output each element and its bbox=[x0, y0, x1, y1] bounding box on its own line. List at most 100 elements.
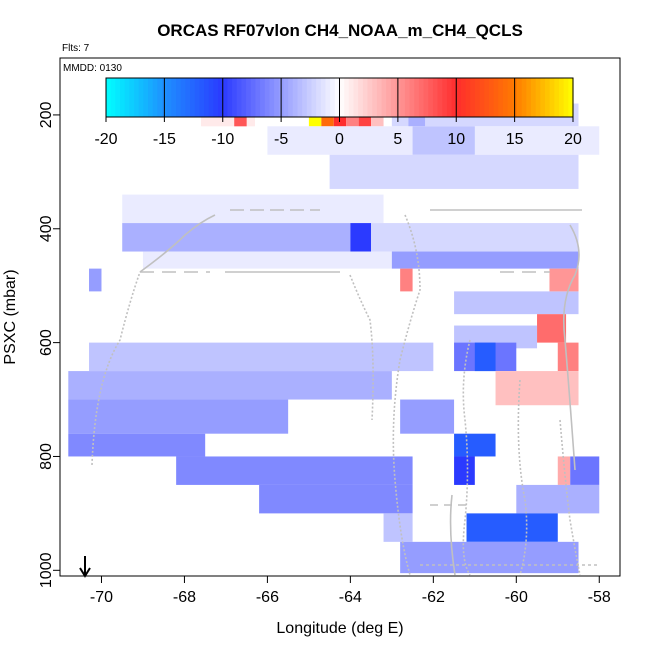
heat-cell bbox=[68, 371, 392, 400]
x-tick-label: -66 bbox=[256, 589, 279, 606]
heat-cell bbox=[68, 433, 206, 457]
colorbar-segment bbox=[446, 78, 453, 117]
colorbar-segment bbox=[306, 78, 313, 117]
colorbar-segment bbox=[432, 78, 439, 117]
heat-cell bbox=[466, 513, 558, 542]
colorbar-tick-label: 0 bbox=[335, 131, 344, 148]
colorbar-segment bbox=[129, 78, 135, 117]
y-tick-label: 800 bbox=[38, 443, 55, 470]
colorbar-segment bbox=[260, 78, 266, 117]
y-axis-label: PSXC (mbar) bbox=[2, 269, 19, 364]
colorbar-segment bbox=[530, 78, 537, 117]
heat-cell bbox=[495, 371, 579, 406]
colorbar-segment bbox=[479, 78, 485, 117]
colorbar-segment bbox=[563, 78, 569, 117]
heat-cell bbox=[454, 325, 538, 349]
colorbar-segment bbox=[316, 78, 322, 117]
colorbar-segment bbox=[376, 78, 383, 117]
y-tick-label: 1000 bbox=[38, 552, 55, 588]
colorbar-segment bbox=[456, 78, 462, 117]
colorbar-segment bbox=[535, 78, 541, 117]
flight-track bbox=[517, 379, 528, 576]
colorbar-segment bbox=[348, 78, 355, 117]
colorbar-segment bbox=[255, 78, 261, 117]
heatmap-cells bbox=[68, 103, 600, 574]
heat-cell bbox=[400, 541, 579, 574]
colorbar-segment bbox=[166, 78, 172, 117]
heat-cell bbox=[89, 268, 102, 292]
colorbar-segment bbox=[288, 78, 294, 117]
colorbar-segment bbox=[264, 78, 271, 117]
flight-track bbox=[562, 224, 580, 471]
colorbar-segment bbox=[414, 78, 420, 117]
x-tick-label: -60 bbox=[505, 589, 528, 606]
heat-cell bbox=[412, 126, 475, 155]
flights-note: Flts: 7 bbox=[62, 43, 90, 54]
colorbar-segment bbox=[138, 78, 144, 117]
colorbar-segment bbox=[498, 78, 504, 117]
colorbar-segment bbox=[540, 78, 546, 117]
flight-track bbox=[349, 274, 374, 421]
colorbar-segment bbox=[283, 78, 289, 117]
colorbar-segment bbox=[502, 78, 509, 117]
heat-cell bbox=[454, 433, 496, 457]
colorbar-segment bbox=[428, 78, 434, 117]
heat-cell bbox=[350, 223, 372, 252]
x-tick-label: -68 bbox=[173, 589, 196, 606]
colorbar-tick-label: 15 bbox=[506, 131, 524, 148]
x-tick-label: -70 bbox=[90, 589, 113, 606]
colorbar-segment bbox=[110, 78, 116, 117]
flight-track bbox=[449, 494, 456, 576]
colorbar-segment bbox=[568, 78, 574, 117]
colorbar-segment bbox=[124, 78, 130, 117]
colorbar-segment bbox=[190, 78, 196, 117]
colorbar-segment bbox=[367, 78, 373, 117]
colorbar-segment bbox=[297, 78, 303, 117]
colorbar-segment bbox=[274, 78, 280, 117]
colorbar-segment bbox=[544, 78, 551, 117]
colorbar-segment bbox=[232, 78, 238, 117]
colorbar-segment bbox=[493, 78, 499, 117]
colorbar-segment bbox=[180, 78, 186, 117]
colorbar-segment bbox=[115, 78, 121, 117]
colorbar-segment bbox=[134, 78, 140, 117]
colorbar-segment bbox=[554, 78, 560, 117]
colorbar-segment bbox=[194, 78, 200, 117]
heat-cell bbox=[176, 456, 413, 485]
colorbar-segment bbox=[269, 78, 275, 117]
colorbar-segment bbox=[404, 78, 411, 117]
arrow-icon bbox=[79, 556, 91, 578]
colorbar-segment bbox=[339, 78, 345, 117]
colorbar-segment bbox=[222, 78, 229, 117]
colorbar-segment bbox=[423, 78, 429, 117]
colorbar-segment bbox=[213, 78, 219, 117]
colorbar-segment bbox=[526, 78, 532, 117]
flight-track bbox=[392, 214, 421, 576]
colorbar-segment bbox=[507, 78, 513, 117]
colorbar-segment bbox=[362, 78, 369, 117]
colorbar-segment bbox=[148, 78, 154, 117]
colorbar-segment bbox=[227, 78, 233, 117]
colorbar-segment bbox=[358, 78, 364, 117]
heat-cell bbox=[557, 456, 571, 485]
colorbar-segment bbox=[320, 78, 327, 117]
colorbar-segment bbox=[325, 78, 331, 117]
colorbar-segment bbox=[516, 78, 523, 117]
colorbar-tick-label: -20 bbox=[94, 131, 117, 148]
heat-cell bbox=[89, 342, 434, 372]
colorbar-segment bbox=[549, 78, 555, 117]
heat-cell bbox=[537, 314, 567, 343]
x-axis: -70 -68 -66 -64 -62 -60 -58 bbox=[90, 575, 611, 606]
x-tick-label: -64 bbox=[339, 589, 362, 606]
date-note: MMDD: 0130 bbox=[63, 63, 122, 74]
colorbar-segment bbox=[381, 78, 387, 117]
colorbar-segment bbox=[521, 78, 527, 117]
colorbar-segment bbox=[390, 78, 397, 117]
colorbar-segment bbox=[171, 78, 177, 117]
heat-cell bbox=[454, 456, 475, 485]
heat-cell bbox=[383, 513, 413, 542]
heat-cell bbox=[557, 342, 579, 372]
heat-cell bbox=[259, 484, 413, 514]
colorbar-segment bbox=[558, 78, 565, 117]
